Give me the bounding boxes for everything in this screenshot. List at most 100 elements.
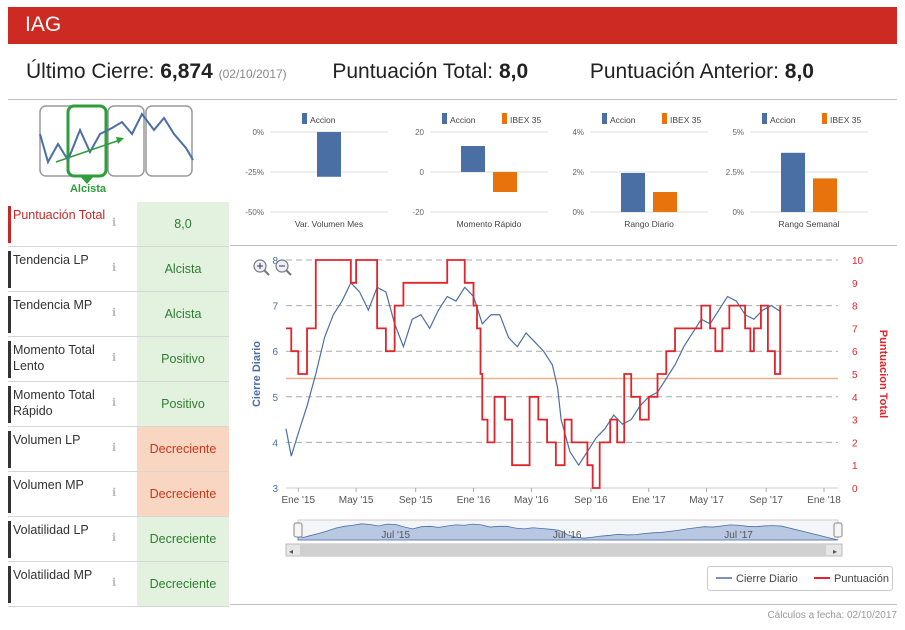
indicator-row: Volumen LP ℹ Decreciente [8, 427, 229, 472]
scroll-right-arrow: ▸ [833, 547, 837, 556]
info-icon[interactable]: ℹ [112, 397, 117, 409]
y2-tick-label: 2 [852, 438, 858, 449]
bar-accion [781, 152, 805, 212]
info-icon[interactable]: ℹ [112, 577, 117, 589]
legend-swatch [602, 113, 607, 124]
row-marker [8, 566, 11, 603]
navigator-right-handle[interactable] [833, 522, 843, 538]
chart-title: Rango Semanal [779, 219, 840, 229]
tick-label: 20 [415, 128, 424, 137]
row-label: Puntuación Total [13, 208, 106, 222]
zoom-in-icon[interactable] [253, 259, 270, 276]
y2-tick-label: 8 [852, 302, 858, 313]
bar-accion [621, 173, 645, 212]
legend-swatch [662, 113, 667, 124]
x-tick-label: May '15 [339, 495, 374, 506]
row-marker [8, 476, 11, 513]
legend-swatch [442, 113, 447, 124]
row-label: Tendencia LP [13, 253, 89, 267]
row-marker [8, 341, 11, 378]
bar-ibex-35 [493, 172, 517, 192]
x-tick-label: Ene '17 [632, 495, 666, 506]
navigator-label: Jul '15 [381, 530, 410, 541]
ticker-title: IAG [25, 13, 62, 36]
row-marker [8, 296, 11, 333]
row-marker [8, 251, 11, 288]
indicator-row: Momento Total Rápido ℹ Positivo [8, 382, 229, 427]
summary-divider [8, 99, 897, 100]
tick-label: 5% [732, 128, 744, 137]
y-tick-label: 6 [272, 347, 278, 358]
y2-tick-label: 3 [852, 416, 858, 427]
chart-title: Momento Rápido [457, 219, 522, 229]
calc-date: Cálculos a fecha: 02/10/2017 [767, 610, 897, 621]
y-tick-label: 4 [272, 438, 278, 449]
row-value: Decreciente [137, 517, 229, 561]
chart-legend: Cierre Diario Puntuación [707, 566, 893, 591]
y2-tick-label: 6 [852, 347, 858, 358]
tick-label: 2% [572, 168, 584, 177]
indicator-row: Tendencia LP ℹ Alcista [8, 247, 229, 292]
x-tick-label: Sep '15 [399, 495, 433, 506]
y2-tick-label: 5 [852, 370, 858, 381]
tick-label: -25% [245, 168, 264, 177]
legend-label: Accion [770, 115, 796, 125]
row-label: Momento Total Rápido [13, 388, 95, 418]
navigator-label: Jul '16 [553, 530, 582, 541]
x-tick-label: Sep '16 [574, 495, 608, 506]
trend-label: Alcista [70, 183, 107, 195]
info-icon[interactable]: ℹ [112, 307, 117, 319]
tick-label: 2.5% [726, 168, 744, 177]
tick-label: 0 [420, 168, 425, 177]
info-icon[interactable]: ℹ [112, 442, 117, 454]
navigator-label: Jul '17 [724, 530, 753, 541]
prev-score-label: Puntuación Anterior: [589, 60, 779, 83]
row-marker [8, 206, 11, 243]
bar-accion [461, 146, 485, 172]
row-value: Decreciente [137, 562, 229, 606]
navigator-scroll-thumb[interactable] [300, 545, 826, 555]
y-tick-label: 5 [272, 393, 278, 404]
row-label: Momento Total Lento [13, 343, 95, 373]
indicator-row: Tendencia MP ℹ Alcista [8, 292, 229, 337]
navigator-left-handle[interactable] [293, 522, 303, 538]
zoom-out-icon-handle [285, 269, 292, 276]
y2-tick-label: 4 [852, 393, 858, 404]
tick-label: 0% [252, 128, 264, 137]
info-icon[interactable]: ℹ [112, 262, 117, 274]
price-score-chart: 3 4 5 6 7 8 0 1 2 3 4 5 6 7 8 9 10 Ene '15 May '15 Sep '15 E… [251, 256, 889, 557]
chart-title: Rango Diario [624, 219, 674, 229]
info-icon[interactable]: ℹ [112, 532, 117, 544]
row-marker [8, 521, 11, 558]
x-tick-label: May '17 [689, 495, 724, 506]
scroll-left-arrow: ◂ [289, 547, 293, 556]
legend-swatch [762, 113, 767, 124]
chart-title: Var. Volumen Mes [295, 219, 363, 229]
row-label: Volumen LP [13, 433, 81, 447]
x-tick-label: Ene '15 [281, 495, 315, 506]
total-score-label: Puntuación Total: [332, 60, 494, 83]
total-score-value: 8,0 [498, 60, 529, 83]
indicator-row: Volatilidad MP ℹ Decreciente [8, 562, 229, 607]
indicator-row: Momento Total Lento ℹ Positivo [8, 337, 229, 382]
zoom-out-icon[interactable] [275, 259, 292, 276]
indicator-row: Volatilidad LP ℹ Decreciente [8, 517, 229, 562]
footer-divider [230, 604, 897, 605]
row-label: Volatilidad MP [13, 568, 93, 582]
y-axis-title: Cierre Diario [251, 341, 263, 407]
bar-ibex-35 [813, 178, 837, 212]
row-value: Decreciente [137, 427, 229, 471]
tick-label: -50% [245, 208, 264, 217]
legend-label: Accion [310, 115, 336, 125]
y2-tick-label: 9 [852, 279, 858, 290]
bar-accion [317, 132, 341, 177]
info-icon[interactable]: ℹ [112, 352, 117, 364]
y2-tick-label: 7 [852, 324, 858, 335]
tick-label: 0% [572, 208, 584, 217]
tick-label: -20 [412, 208, 424, 217]
indicator-row: Puntuación Total ℹ 8,0 [8, 202, 229, 247]
info-icon[interactable]: ℹ [112, 487, 117, 499]
row-value: 8,0 [137, 202, 229, 246]
info-icon[interactable]: ℹ [112, 217, 117, 229]
legend-swatch [302, 113, 307, 124]
